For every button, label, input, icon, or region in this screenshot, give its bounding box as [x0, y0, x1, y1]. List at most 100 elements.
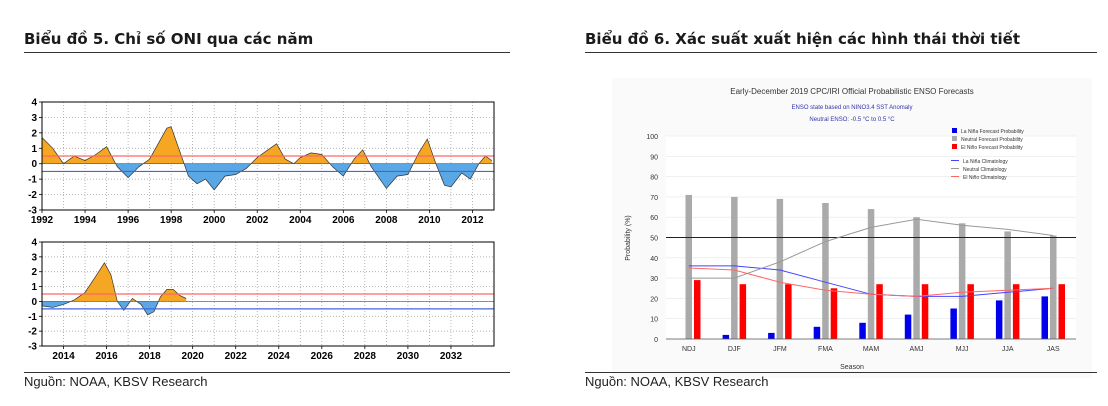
enso-bar	[813, 326, 821, 339]
oni-top-negative-area	[115, 163, 479, 190]
enso-bar	[694, 280, 701, 339]
enso-xtick-label: MJJ	[956, 346, 969, 353]
right-chart-title: Biểu đồ 6. Xác suất xuất hiện các hình t…	[585, 30, 1020, 48]
right-source-rule	[585, 372, 1097, 373]
enso-legend-label: La Niña Forecast Probability	[961, 129, 1024, 135]
enso-ytick-label: 40	[650, 256, 658, 263]
oni-bottom-xtick-label: 2020	[182, 351, 205, 362]
oni-top-ytick-label: -1	[28, 175, 37, 186]
enso-xtick-label: JAS	[1047, 346, 1060, 353]
oni-bottom-xtick-label: 2032	[440, 351, 463, 362]
enso-chart-title: Early-December 2019 CPC/IRI Official Pro…	[730, 87, 974, 96]
oni-top-ytick-label: 0	[31, 159, 37, 170]
oni-top-ytick-label: -3	[28, 206, 37, 217]
enso-bar	[876, 284, 883, 339]
enso-bar	[950, 308, 957, 339]
enso-bar	[830, 288, 838, 340]
oni-bottom-xtick-label: 2018	[138, 351, 161, 362]
oni-top-xtick-label: 2008	[375, 215, 398, 226]
oni-top-ytick-label: -2	[28, 190, 37, 201]
enso-bar	[995, 300, 1003, 339]
oni-bottom-ytick-label: 1	[31, 282, 37, 293]
oni-bottom-xtick-label: 2024	[268, 351, 291, 362]
oni-top-xtick-label: 2006	[332, 215, 355, 226]
oni-bottom-xtick-label: 2014	[52, 351, 75, 362]
oni-top-area-group	[42, 126, 493, 191]
enso-ytick-label: 50	[650, 236, 658, 243]
oni-bottom-negative-area	[42, 301, 187, 315]
enso-bar	[958, 223, 966, 339]
enso-bar	[1012, 284, 1020, 339]
oni-top-xtick-label: 1994	[74, 215, 97, 226]
enso-xtick-label: AMJ	[910, 346, 924, 353]
right-title-rule	[585, 52, 1097, 53]
oni-top-xtick-label: 2000	[203, 215, 226, 226]
enso-chart-subtitle-2: Neutral ENSO: -0.5 °C to 0.5 °C	[809, 117, 895, 123]
enso-xtick-label: JJA	[1002, 346, 1014, 353]
oni-top-xtick-label: 2012	[461, 215, 484, 226]
enso-legend-label: El Niño Climatology	[963, 175, 1007, 181]
oni-bottom-xtick-label: 2030	[397, 351, 420, 362]
enso-bar	[739, 284, 747, 339]
enso-climatology-line	[688, 218, 1054, 279]
enso-xtick-label: FMA	[818, 346, 833, 353]
oni-bottom-xtick-label: 2016	[95, 351, 118, 362]
enso-bar	[722, 334, 730, 339]
left-source: Nguồn: NOAA, KBSV Research	[24, 374, 208, 389]
enso-bar	[921, 284, 929, 339]
oni-bottom-xtick-label: 2026	[311, 351, 334, 362]
enso-bar	[913, 217, 920, 339]
enso-bar	[1058, 284, 1065, 339]
enso-chart: Early-December 2019 CPC/IRI Official Pro…	[612, 78, 1092, 378]
oni-top-xtick-label: 1996	[117, 215, 140, 226]
enso-y-axis-label: Probability (%)	[625, 215, 632, 261]
left-source-rule	[24, 372, 510, 373]
enso-ytick-label: 90	[650, 154, 658, 161]
enso-climatology-line	[688, 267, 1054, 297]
oni-bottom-positive-area	[70, 262, 187, 302]
oni-top-xtick-label: 2010	[418, 215, 441, 226]
left-chart-title: Biểu đồ 5. Chỉ số ONI qua các năm	[24, 30, 314, 48]
enso-ytick-label: 20	[650, 296, 658, 303]
oni-top-ytick-label: 1	[31, 144, 37, 155]
oni-top-xtick-label: 2002	[246, 215, 269, 226]
oni-bottom-ytick-label: -2	[28, 327, 37, 338]
enso-bar	[859, 322, 866, 339]
enso-bar	[904, 314, 912, 339]
oni-bottom-ytick-label: -3	[28, 342, 37, 353]
enso-ytick-label: 60	[650, 215, 658, 222]
oni-top-series-line	[42, 126, 493, 191]
oni-bottom-ytick-label: 3	[31, 252, 37, 263]
enso-ytick-label: 0	[654, 337, 658, 344]
oni-top-positive-area	[42, 126, 492, 164]
enso-bar	[685, 194, 692, 339]
enso-x-axis-label: Season	[840, 364, 864, 371]
enso-legend-label: El Niño Forecast Probability	[961, 145, 1023, 151]
enso-bar	[1041, 296, 1048, 339]
enso-bar	[1004, 231, 1011, 339]
oni-bottom-xtick-label: 2028	[354, 351, 377, 362]
enso-xtick-label: MAM	[863, 346, 880, 353]
enso-ytick-label: 100	[646, 134, 658, 141]
oni-top-ytick-label: 2	[31, 128, 37, 139]
oni-bottom-ytick-label: 0	[31, 297, 37, 308]
oni-bottom-frame	[41, 241, 495, 347]
enso-xtick-label: DJF	[728, 346, 741, 353]
enso-bar	[731, 196, 738, 339]
enso-bar	[1050, 235, 1057, 339]
right-source: Nguồn: NOAA, KBSV Research	[585, 374, 769, 389]
enso-bar	[776, 198, 784, 339]
oni-top-xtick-label: 1992	[31, 215, 54, 226]
enso-legend-label: La Niña Climatology	[963, 159, 1008, 165]
left-title-rule	[24, 52, 510, 53]
oni-bottom-xtick-label: 2022	[225, 351, 248, 362]
enso-legend-label: Neutral Forecast Probability	[961, 137, 1023, 143]
enso-legend-label: Neutral Climatology	[963, 167, 1007, 173]
enso-ytick-label: 70	[650, 195, 658, 202]
enso-ytick-label: 80	[650, 175, 658, 182]
enso-xtick-label: NDJ	[682, 346, 696, 353]
oni-top-frame	[41, 101, 495, 211]
oni-top-xtick-label: 2004	[289, 215, 312, 226]
enso-bar	[967, 284, 974, 339]
enso-chart-subtitle-1: ENSO state based on NINO3.4 SST Anomaly	[792, 105, 913, 111]
